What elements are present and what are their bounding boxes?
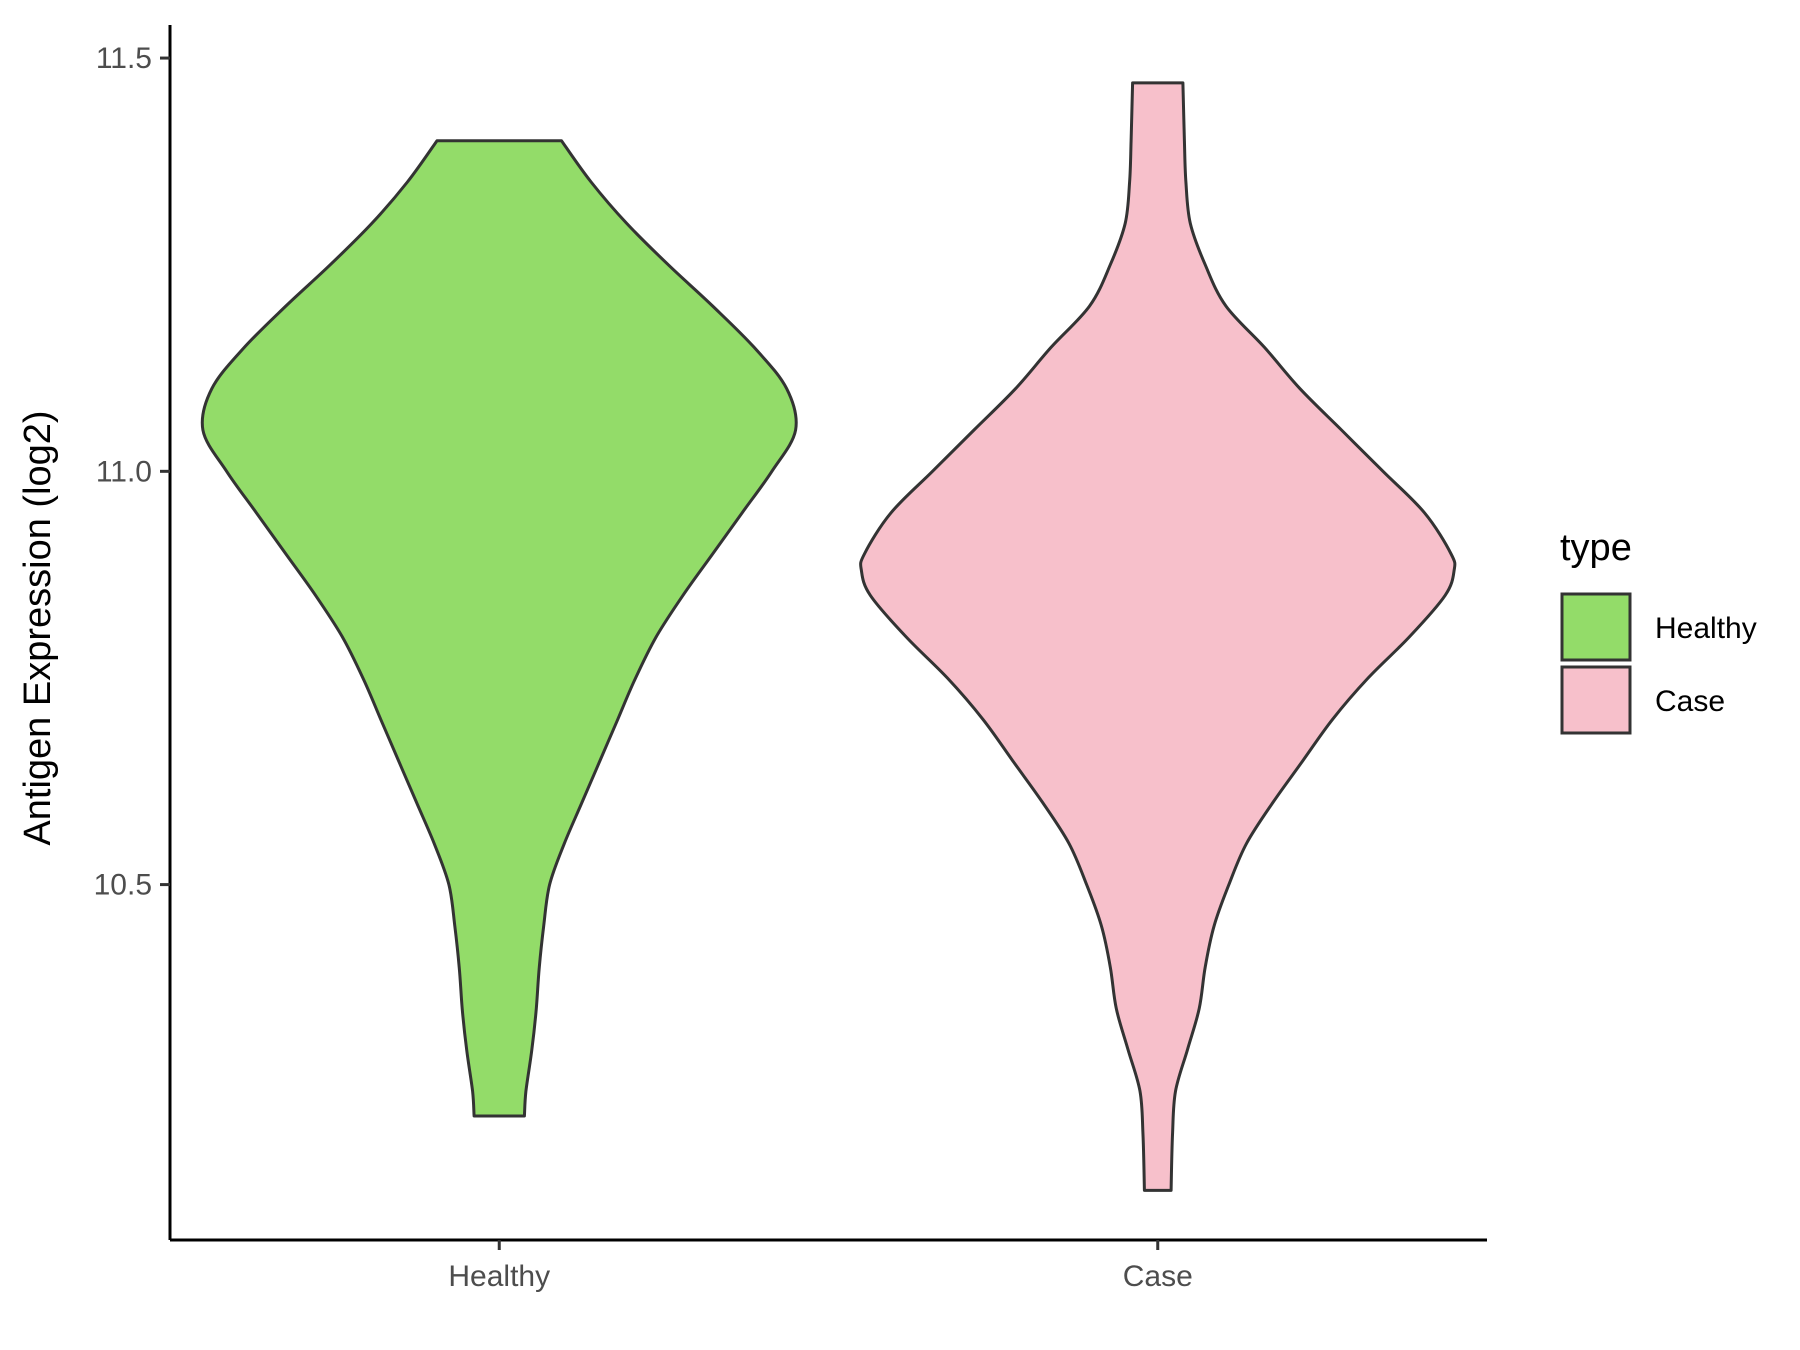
legend-title: type <box>1560 527 1632 569</box>
legend: type Healthy Case <box>1560 527 1757 735</box>
legend-label: Healthy <box>1655 612 1757 645</box>
y-axis-title: Antigen Expression (log2) <box>17 410 59 845</box>
legend-swatch-healthy <box>1560 592 1632 662</box>
y-tick-label: 11.5 <box>96 42 152 75</box>
violin-healthy <box>200 139 798 1118</box>
axes: 10.5 11.0 11.5 Healthy Case <box>94 25 1487 1293</box>
legend-swatch-case <box>1560 665 1632 735</box>
x-tick-label: Healthy <box>448 1260 550 1293</box>
legend-label: Case <box>1655 685 1725 718</box>
y-tick-label: 11.0 <box>96 455 152 488</box>
y-tick-label: 10.5 <box>94 869 152 902</box>
violin-case <box>859 81 1457 1192</box>
x-tick-label: Case <box>1123 1260 1193 1293</box>
plot-area <box>200 81 1457 1192</box>
